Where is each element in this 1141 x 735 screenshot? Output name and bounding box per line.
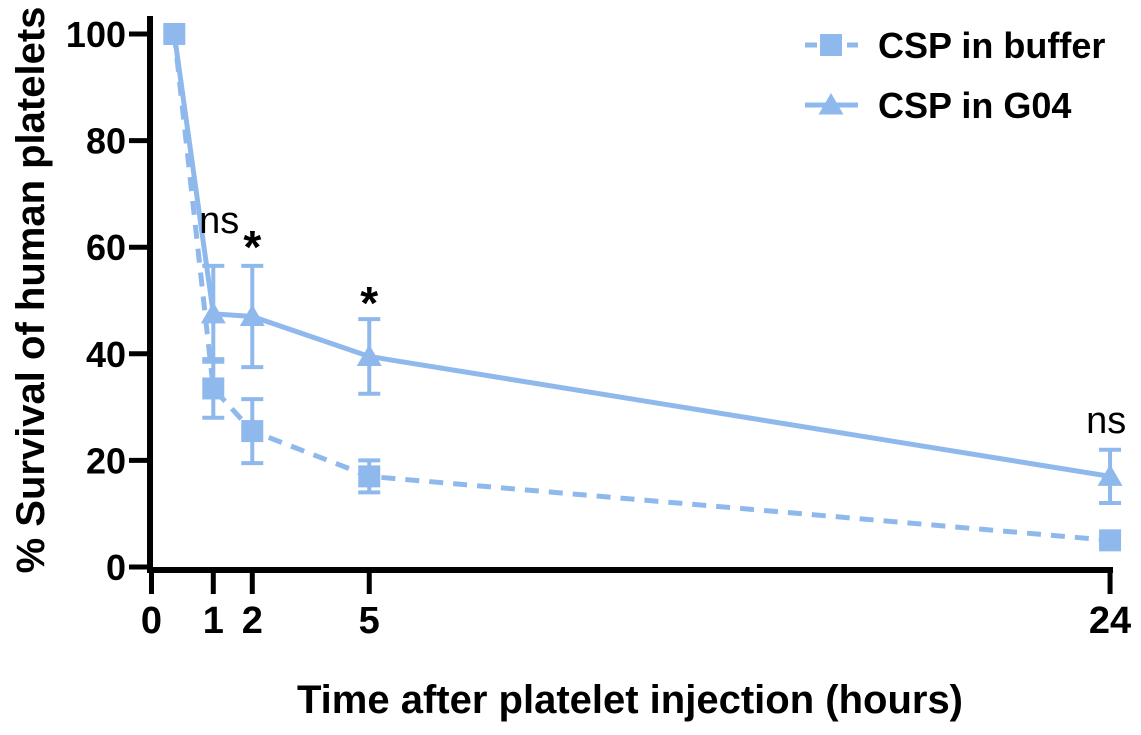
y-axis-title: % Survival of human platelets [9,7,53,574]
square-marker [358,465,381,488]
legend-item-csp-in-g04: CSP in G04 [805,85,1071,126]
y-tick-label: 40 [86,334,126,375]
series-csp-in-buffer [163,23,1122,552]
square-marker [163,23,186,45]
ns-annotation: ns [1086,400,1126,442]
x-tick-label: 1 [203,600,224,642]
triangle-marker [1097,464,1123,486]
triangle-marker [239,304,265,326]
legend: CSP in buffer CSP in G04 [805,25,1105,126]
x-tick-label: 2 [242,600,263,642]
y-tick-label: 0 [106,547,126,588]
legend-label: CSP in buffer [878,25,1105,66]
y-tick-label: 20 [86,440,126,481]
triangle-marker [200,301,226,324]
significance-annotations: ns **ns [199,200,1126,442]
y-tick-label: 60 [86,227,126,268]
legend-item-csp-in-buffer: CSP in buffer [805,25,1105,66]
square-marker [1099,529,1122,552]
ns-annotation: ns [199,200,239,242]
square-marker [241,420,264,443]
series-csp-in-g04 [171,33,1123,506]
triangle-marker [356,344,382,366]
y-tick-label: 80 [86,121,126,162]
x-tick-label: 24 [1089,600,1131,642]
asterisk-annotation: * [243,221,261,273]
legend-square-marker-icon [820,34,842,56]
asterisk-annotation: * [360,277,378,329]
x-tick-label: 5 [359,600,380,642]
legend-label: CSP in G04 [878,85,1071,126]
x-axis-title: Time after platelet injection (hours) [297,678,963,722]
square-marker [202,377,225,400]
legend-triangle-marker-icon [818,93,844,115]
x-tick-label: 0 [141,600,162,642]
y-tick-label: 100 [66,14,126,55]
